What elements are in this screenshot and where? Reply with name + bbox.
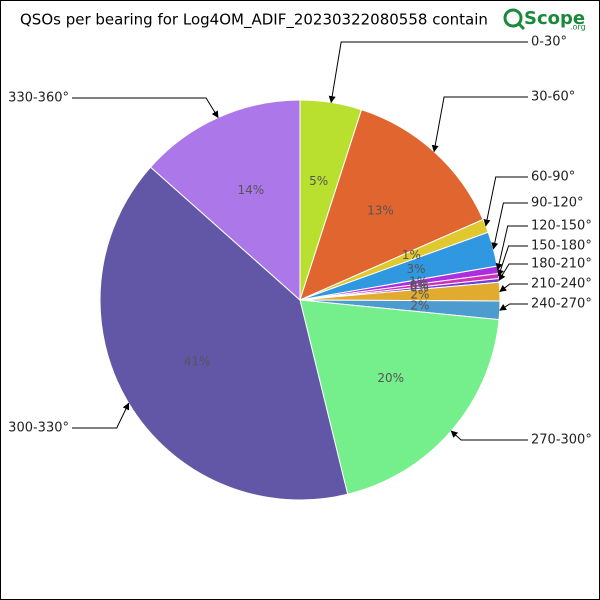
category-label: 270-300° <box>531 433 592 448</box>
value-label: 1% <box>409 274 428 288</box>
watermark: Scope .org <box>500 6 588 32</box>
leader-line <box>497 245 528 277</box>
leader-line <box>498 263 528 281</box>
leader-line <box>72 97 219 119</box>
category-label: 0-30° <box>531 35 567 50</box>
leader-line <box>431 96 528 153</box>
value-label: 14% <box>238 183 265 197</box>
category-label: 120-150° <box>531 219 592 234</box>
category-label: 210-240° <box>531 277 592 292</box>
value-label: 2% <box>410 287 429 301</box>
value-label: 2% <box>410 299 429 313</box>
value-label: 3% <box>407 262 426 276</box>
category-label: 180-210° <box>531 257 592 272</box>
value-label: 41% <box>184 354 211 368</box>
category-label: 150-180° <box>531 239 592 254</box>
value-label: 5% <box>309 174 328 188</box>
value-label: 13% <box>367 203 394 217</box>
category-label: 60-90° <box>531 170 575 185</box>
value-label: 1% <box>402 248 421 262</box>
category-label: 300-330° <box>8 421 69 436</box>
value-label: 20% <box>377 371 404 385</box>
leader-line <box>499 303 528 311</box>
watermark-text: Scope <box>524 8 585 29</box>
leader-line <box>483 176 528 227</box>
leader-line <box>328 41 528 104</box>
category-label: 330-360° <box>8 91 69 106</box>
category-label: 90-120° <box>531 196 584 211</box>
watermark-suffix: .org <box>570 23 586 32</box>
category-label: 30-60° <box>531 90 575 105</box>
leader-line <box>72 402 130 429</box>
leader-line <box>491 202 528 250</box>
value-label: 0% <box>410 278 429 292</box>
value-label: 0% <box>410 281 429 295</box>
leader-line <box>495 225 528 271</box>
leader-line <box>450 430 528 441</box>
leader-line <box>499 283 528 292</box>
watermark-icon <box>503 8 523 28</box>
category-label: 240-270° <box>531 297 592 312</box>
watermark-icon-handle <box>516 21 526 31</box>
chart-title: QSOs per bearing for Log4OM_ADIF_2023032… <box>20 11 488 30</box>
